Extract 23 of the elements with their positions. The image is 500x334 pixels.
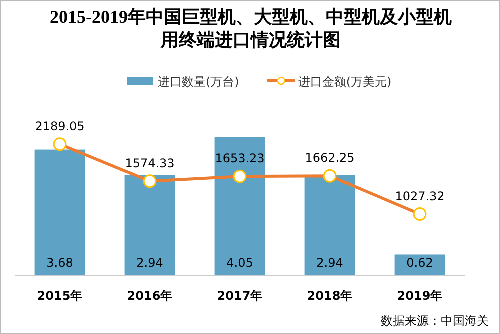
data-label: 1574.33	[125, 156, 175, 170]
bar	[34, 150, 86, 276]
data-label: 3.68	[46, 256, 74, 270]
x-tick-label: 2019年	[397, 289, 443, 303]
bar	[124, 175, 176, 276]
data-label: 2189.05	[35, 119, 85, 134]
legend-label: 进口数量(万台)	[158, 75, 240, 89]
data-label: 2.94	[316, 256, 344, 270]
source-note: 数据来源：中国海关	[381, 314, 489, 328]
x-tick-label: 2017年	[217, 289, 263, 303]
data-label: 4.05	[226, 256, 254, 270]
x-tick-label: 2016年	[127, 289, 173, 303]
bar	[304, 175, 356, 276]
chart-title: 2015-2019年中国巨型机、大型机、中型机及小型机用终端进口情况统计图	[49, 6, 453, 52]
data-label: 1653.23	[215, 152, 265, 166]
x-tick-label: 2018年	[307, 289, 353, 303]
x-tick-label: 2015年	[37, 289, 83, 303]
legend-label: 进口金额(万美元)	[298, 75, 392, 89]
data-label: 1027.32	[395, 189, 445, 204]
data-label: 2.94	[136, 256, 164, 270]
bar	[214, 137, 266, 276]
data-label: 1662.25	[305, 151, 355, 166]
data-label: 0.62	[406, 256, 434, 270]
